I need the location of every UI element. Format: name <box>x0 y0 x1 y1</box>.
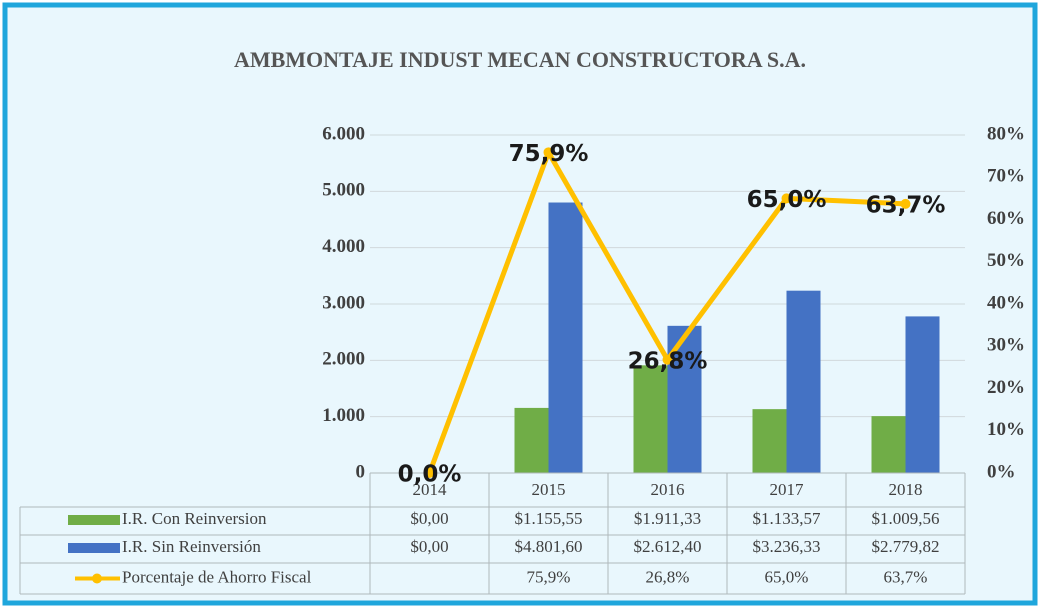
data-label: 75,9% <box>509 141 589 167</box>
y-tick-label: 0 <box>356 461 366 482</box>
y2-tick-label: 50% <box>987 250 1025 271</box>
x-tick-label: 2014 <box>413 480 448 499</box>
y2-tick-label: 30% <box>987 335 1025 356</box>
line-marker <box>424 468 435 478</box>
legend-label: Porcentaje de Ahorro Fiscal <box>122 567 312 586</box>
x-tick-label: 2017 <box>770 480 805 499</box>
bar <box>905 316 940 473</box>
line-marker <box>543 147 554 158</box>
y2-tick-label: 80% <box>987 123 1025 144</box>
y2-tick-label: 70% <box>987 166 1025 187</box>
bar <box>871 416 906 473</box>
table-cell: $1.133,57 <box>753 509 822 528</box>
y2-tick-label: 40% <box>987 292 1025 313</box>
line-marker <box>900 198 911 209</box>
table-cell: 65,0% <box>765 567 809 586</box>
table-cell: $1.155,55 <box>515 509 583 528</box>
table-cell: $1.911,33 <box>634 509 701 528</box>
y-tick-label: 1.000 <box>322 405 365 426</box>
y-tick-label: 5.000 <box>322 180 365 201</box>
y2-tick-label: 0% <box>987 461 1016 482</box>
bar <box>548 202 583 473</box>
x-tick-label: 2016 <box>651 480 685 499</box>
legend-marker <box>92 573 102 584</box>
table-cell: $4.801,60 <box>515 537 583 556</box>
data-label: 63,7% <box>866 192 946 218</box>
legend-label: I.R. Con Reinversion <box>122 509 267 528</box>
x-tick-label: 2018 <box>889 480 923 499</box>
data-label: 65,0% <box>747 187 827 213</box>
bar <box>786 290 821 473</box>
legend-swatch <box>68 515 120 525</box>
table-cell: $0,00 <box>410 537 448 556</box>
data-label: 0,0% <box>398 462 462 488</box>
y2-tick-label: 10% <box>987 419 1025 440</box>
bar <box>633 365 668 473</box>
table-cell: 26,8% <box>646 567 690 586</box>
bar <box>752 409 787 473</box>
table-cell: $3.236,33 <box>753 537 821 556</box>
data-label: 26,8% <box>628 348 708 374</box>
table-cell: $2.779,82 <box>872 537 940 556</box>
y-tick-label: 2.000 <box>322 349 365 370</box>
table-cell: $0,00 <box>410 509 448 528</box>
table-cell: 75,9% <box>527 567 571 586</box>
y2-tick-label: 20% <box>987 377 1025 398</box>
line-marker <box>781 193 792 204</box>
table-cell: 63,7% <box>884 567 928 586</box>
y-tick-label: 4.000 <box>322 236 365 257</box>
line-marker <box>662 354 673 365</box>
y-tick-label: 3.000 <box>322 292 365 313</box>
legend-swatch <box>68 543 120 553</box>
chart-title: AMBMONTAJE INDUST MECAN CONSTRUCTORA S.A… <box>234 47 806 72</box>
x-tick-label: 2015 <box>532 480 566 499</box>
legend-label: I.R. Sin Reinversión <box>122 537 261 556</box>
y2-tick-label: 60% <box>987 208 1025 229</box>
bar <box>514 407 549 473</box>
y-tick-label: 6.000 <box>322 123 365 144</box>
table-cell: $2.612,40 <box>634 537 702 556</box>
table-cell: $1.009,56 <box>872 509 940 528</box>
